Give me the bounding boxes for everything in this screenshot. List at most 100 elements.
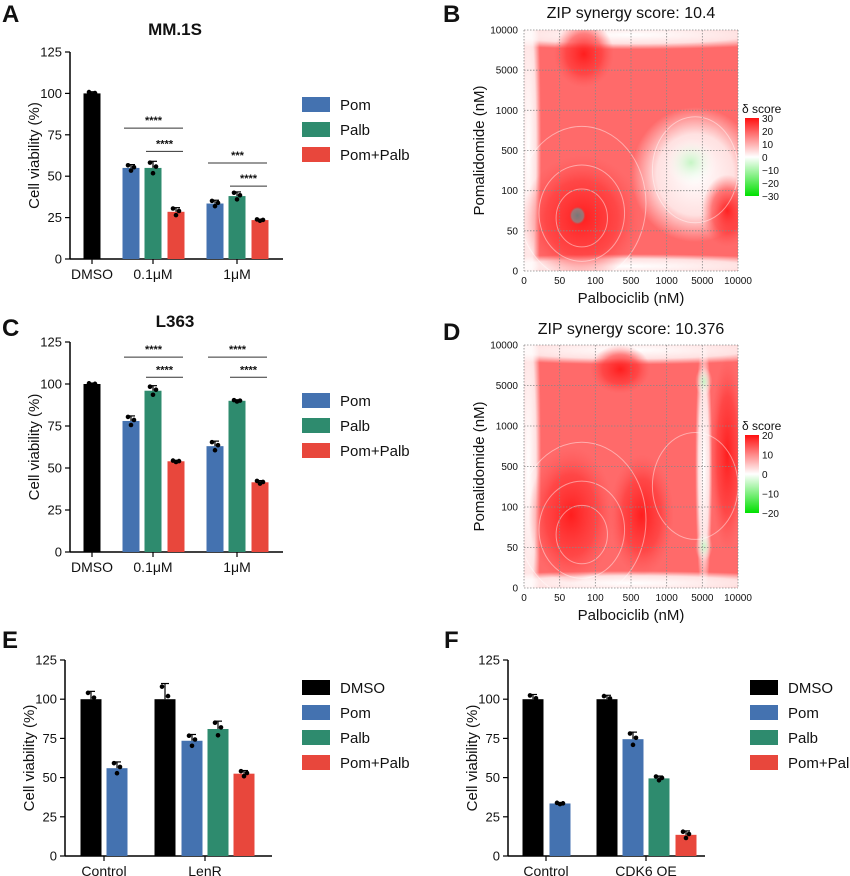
x-tick-label: 500 bbox=[623, 276, 640, 287]
bar-pom-control bbox=[549, 803, 571, 856]
colorbar-tick-label: 20 bbox=[762, 127, 774, 138]
colorbar-gradient bbox=[745, 118, 759, 196]
data-point bbox=[189, 743, 195, 749]
y-axis-label: Pomalidomide (nM) bbox=[471, 401, 488, 531]
chart-title: ZIP synergy score: 10.4 bbox=[547, 5, 716, 22]
data-point bbox=[686, 831, 692, 837]
x-tick-label: 5000 bbox=[691, 593, 714, 604]
data-point bbox=[254, 478, 260, 484]
legend-swatch-palb bbox=[302, 122, 330, 137]
colorbar-tick-label: 10 bbox=[762, 140, 774, 151]
bar-pom-palb-01m bbox=[167, 211, 185, 259]
bar-pom-palb-1m bbox=[251, 482, 269, 552]
chart-title: L363 bbox=[156, 312, 195, 331]
data-point bbox=[241, 773, 247, 779]
data-point bbox=[192, 737, 198, 742]
y-tick-label: 25 bbox=[486, 809, 500, 824]
legend-label: Palb bbox=[340, 418, 370, 435]
colorbar-tick-label: 20 bbox=[762, 431, 774, 442]
data-point bbox=[260, 479, 266, 485]
y-tick-label: 10000 bbox=[490, 341, 518, 352]
heatmap-region bbox=[710, 357, 738, 552]
x-tick-label: LenR bbox=[188, 863, 221, 876]
x-tick-label: 100 bbox=[587, 593, 604, 604]
legend-swatch-pom-palb bbox=[750, 755, 778, 770]
panel-label-b: B bbox=[443, 1, 460, 28]
data-point bbox=[607, 696, 613, 701]
x-tick-label: 1000 bbox=[656, 593, 679, 604]
heatmap-region bbox=[701, 174, 738, 247]
x-tick-label: 1μM bbox=[223, 559, 251, 575]
legend: Pom Palb Pom+Palb bbox=[302, 97, 410, 164]
y-tick-label: 75 bbox=[43, 731, 57, 746]
x-tick-label: 50 bbox=[554, 593, 566, 604]
x-axis-label: Palbociclib (nM) bbox=[578, 607, 685, 624]
x-tick-label: 5000 bbox=[691, 276, 714, 287]
panel-label-f: F bbox=[444, 627, 459, 654]
y-axis-label: Cell viability (%) bbox=[26, 394, 43, 501]
synergy-heatmap-b: ZIP synergy score: 10.40 50 100 500 1000 5000… bbox=[471, 5, 782, 307]
data-point bbox=[601, 693, 607, 699]
bar-chart-f: Cell viability (%) 0 25 50 75 100 125 Control CD… bbox=[464, 653, 850, 876]
data-point bbox=[212, 203, 218, 209]
y-tick-label: 0 bbox=[512, 584, 518, 595]
bar-chart-a: MM.1S Cell viability (%) 0 25 50 75 100 125 DMSO… bbox=[26, 20, 410, 282]
data-point bbox=[530, 700, 536, 706]
y-tick-label: 50 bbox=[48, 461, 62, 476]
data-point bbox=[88, 703, 94, 708]
y-tick-label: 100 bbox=[40, 86, 62, 101]
data-point bbox=[212, 447, 218, 453]
colorbar-tick-label: 30 bbox=[762, 114, 774, 125]
bar-dmso-control bbox=[80, 699, 102, 856]
data-point bbox=[176, 458, 182, 464]
colorbar-tick-label: −20 bbox=[762, 509, 779, 520]
y-tick-label: 100 bbox=[40, 377, 62, 392]
legend-swatch-palb bbox=[302, 730, 330, 745]
significance-label: **** bbox=[145, 344, 163, 356]
bar-pom-control bbox=[106, 768, 128, 856]
bar-pom-palb-01m bbox=[167, 461, 185, 552]
data-point bbox=[234, 197, 240, 202]
y-tick-label: 25 bbox=[43, 809, 57, 824]
x-tick-label: Control bbox=[81, 863, 126, 876]
x-tick-label: 0.1μM bbox=[133, 266, 172, 282]
bar-dmso-control bbox=[522, 699, 544, 856]
y-tick-label: 50 bbox=[486, 770, 500, 785]
x-tick-label: 10000 bbox=[724, 276, 752, 287]
legend-label: Pom bbox=[788, 705, 819, 722]
contour-line bbox=[651, 431, 738, 540]
colorbar-tick-label: −30 bbox=[762, 192, 779, 203]
bar-pom-palb-lenr bbox=[233, 773, 255, 856]
y-tick-label: 50 bbox=[507, 226, 519, 237]
x-tick-label: 0 bbox=[521, 276, 527, 287]
bar-palb-01m bbox=[144, 390, 162, 552]
legend-label: DMSO bbox=[788, 680, 833, 697]
bar-chart-c: L363 Cell viability (%) 0 25 50 75 100 125 DMSO 0… bbox=[26, 312, 410, 575]
data-point bbox=[186, 733, 192, 739]
heatmap-region bbox=[695, 532, 713, 562]
bar-dmso-lenr bbox=[154, 699, 176, 856]
colorbar-tick-label: −10 bbox=[762, 490, 779, 501]
legend-label: DMSO bbox=[340, 680, 385, 697]
y-tick-label: 125 bbox=[40, 45, 62, 60]
bar-chart-e: Cell viability (%) 0 25 50 75 100 125 Control Le… bbox=[21, 653, 410, 876]
y-tick-label: 100 bbox=[35, 692, 57, 707]
y-tick-label: 25 bbox=[48, 210, 62, 225]
data-point bbox=[85, 690, 91, 696]
panel-label-e: E bbox=[2, 627, 18, 654]
y-axis-label: Cell viability (%) bbox=[464, 705, 481, 812]
data-point bbox=[630, 742, 636, 748]
colorbar-tick-label: −10 bbox=[762, 166, 779, 177]
x-tick-label: 0.1μM bbox=[133, 559, 172, 575]
x-tick-label: 100 bbox=[587, 276, 604, 287]
data-point bbox=[128, 422, 134, 428]
bar-pom-1m bbox=[206, 203, 224, 259]
data-point bbox=[533, 695, 539, 701]
panel-label-d: D bbox=[443, 319, 460, 346]
x-tick-label: CDK6 OE bbox=[615, 863, 676, 876]
bar-palb-1m bbox=[228, 196, 246, 259]
legend-label: Pom bbox=[340, 393, 371, 410]
significance-label: **** bbox=[156, 364, 174, 376]
data-point bbox=[215, 732, 221, 738]
significance-label: **** bbox=[240, 364, 258, 376]
